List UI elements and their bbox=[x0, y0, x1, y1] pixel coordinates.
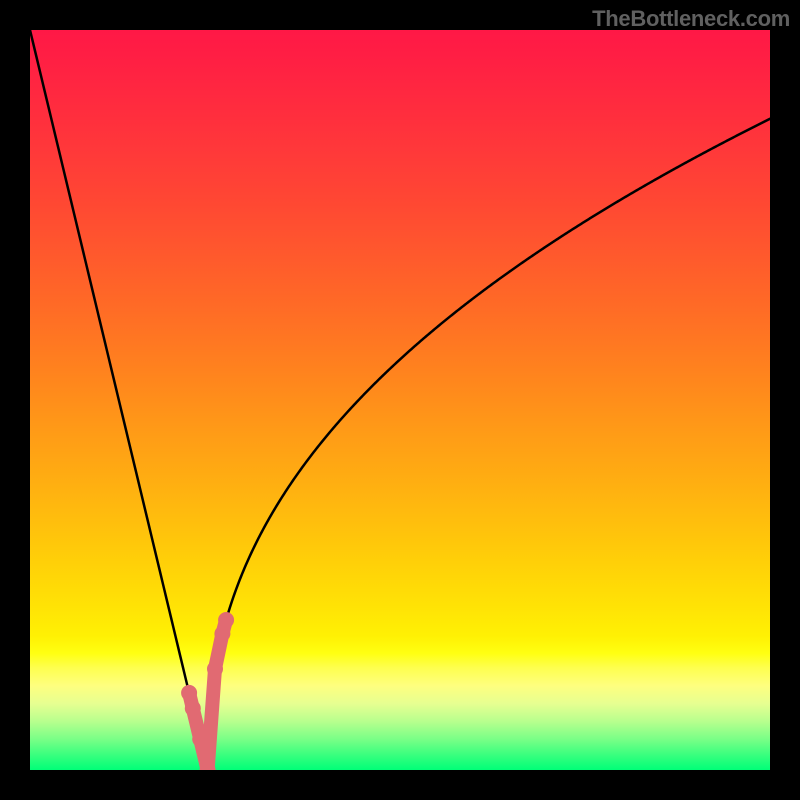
marker-dot bbox=[218, 612, 234, 628]
marker-dot bbox=[192, 731, 208, 747]
marker-dot bbox=[214, 626, 230, 642]
chart-svg bbox=[30, 30, 770, 770]
marker-dot bbox=[207, 661, 223, 677]
image-root: TheBottleneck.com bbox=[0, 0, 800, 800]
gradient-background bbox=[30, 30, 770, 770]
marker-dot bbox=[181, 685, 197, 701]
plot-area bbox=[30, 30, 770, 770]
watermark-text: TheBottleneck.com bbox=[592, 6, 790, 32]
marker-dot bbox=[185, 700, 201, 716]
